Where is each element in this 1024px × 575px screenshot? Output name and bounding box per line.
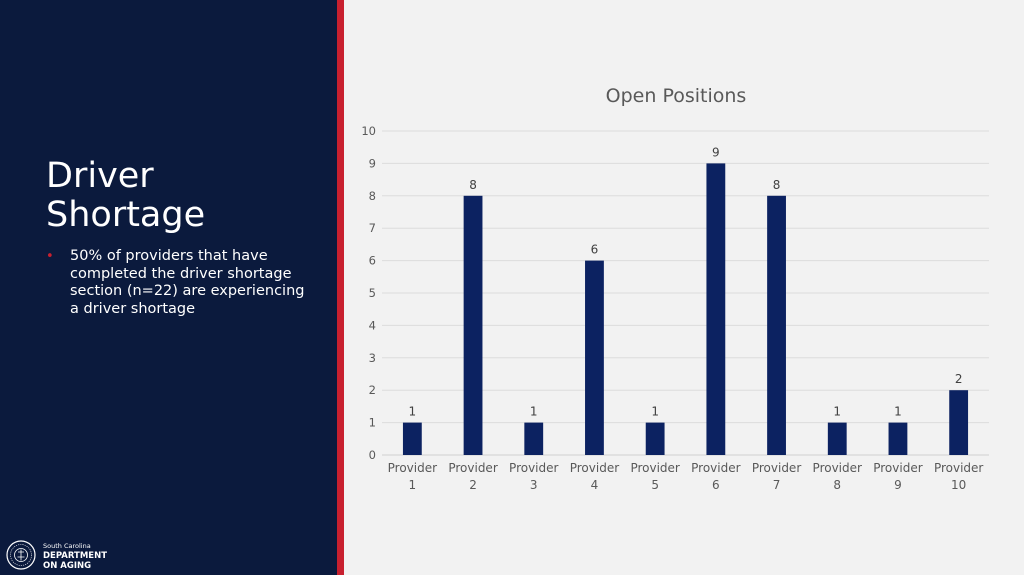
accent-divider [337, 0, 344, 575]
open-positions-chart: Open Positions 0 1 2 3 4 5 6 7 8 9 10 1 8 1 6 1 9 8 1 1 2 P… [361, 85, 989, 492]
x-tick-label: Provider 8 [813, 461, 862, 492]
bar [524, 422, 544, 455]
bar [402, 422, 422, 455]
data-label: 2 [955, 372, 963, 386]
y-tick-label: 2 [369, 383, 376, 397]
y-tick-label: 3 [369, 351, 376, 365]
y-tick-label: 8 [369, 189, 376, 203]
x-tick-label: Provider 4 [570, 461, 619, 492]
x-tick-label: Provider 5 [630, 461, 679, 492]
data-label: 8 [773, 178, 781, 192]
x-tick-label: Provider 2 [448, 461, 497, 492]
department-logo: South Carolina DEPARTMENT ON AGING [6, 540, 116, 572]
bullet-item: • 50% of providers that have completed t… [46, 248, 316, 318]
bar [827, 422, 847, 455]
x-tick-label: Provider 3 [509, 461, 558, 492]
data-label: 1 [530, 405, 538, 419]
bars [402, 163, 969, 456]
bar [949, 390, 969, 455]
logo-line-1: DEPARTMENT [43, 551, 108, 561]
y-tick-label: 4 [369, 318, 376, 332]
bar [888, 422, 908, 455]
bar [585, 260, 604, 455]
y-tick-label: 1 [369, 416, 376, 430]
logo-department-text: DEPARTMENT ON AGING [43, 551, 107, 571]
y-tick-label: 6 [369, 254, 376, 268]
x-tick-label: Provider 9 [873, 461, 922, 492]
x-tick-label: Provider 6 [691, 461, 740, 492]
y-tick-label: 5 [369, 286, 376, 300]
y-tick-label: 9 [369, 156, 376, 170]
bullet-list: • 50% of providers that have completed t… [46, 248, 316, 318]
data-label: 9 [712, 145, 720, 159]
bullet-text: 50% of providers that have completed the… [70, 248, 305, 317]
bar [645, 422, 665, 455]
y-tick-label: 10 [361, 124, 376, 138]
y-tick-label: 7 [369, 221, 376, 235]
data-label: 1 [651, 405, 659, 419]
x-tick-label: Provider 1 [388, 461, 437, 492]
x-tick-label: Provider 7 [752, 461, 801, 492]
data-label: 6 [591, 243, 599, 257]
y-axis-ticks: 0 1 2 3 4 5 6 7 8 9 10 [361, 124, 376, 462]
x-tick-label: Provider 10 [934, 461, 983, 492]
gridlines [382, 130, 989, 456]
bullet-dot-icon: • [46, 249, 54, 264]
bar [706, 163, 726, 455]
logo-line-2: ON AGING [43, 561, 92, 571]
x-axis-ticks: Provider 1 Provider 2 Provider 3 Provider 4 Prov… [388, 461, 984, 492]
logo-state-text: South Carolina [43, 542, 91, 550]
y-tick-label: 0 [369, 448, 376, 462]
data-label: 1 [409, 405, 417, 419]
data-label: 1 [894, 405, 902, 419]
slide-title: Driver Shortage [46, 156, 206, 235]
bar [767, 195, 786, 456]
title-panel: Driver Shortage • 50% of providers that … [0, 0, 337, 575]
chart-title: Open Positions [606, 85, 747, 107]
state-seal-icon [6, 540, 36, 570]
bar [463, 195, 483, 456]
data-labels: 1 8 1 6 1 9 8 1 1 2 [409, 145, 963, 418]
data-label: 8 [469, 178, 477, 192]
data-label: 1 [833, 405, 841, 419]
